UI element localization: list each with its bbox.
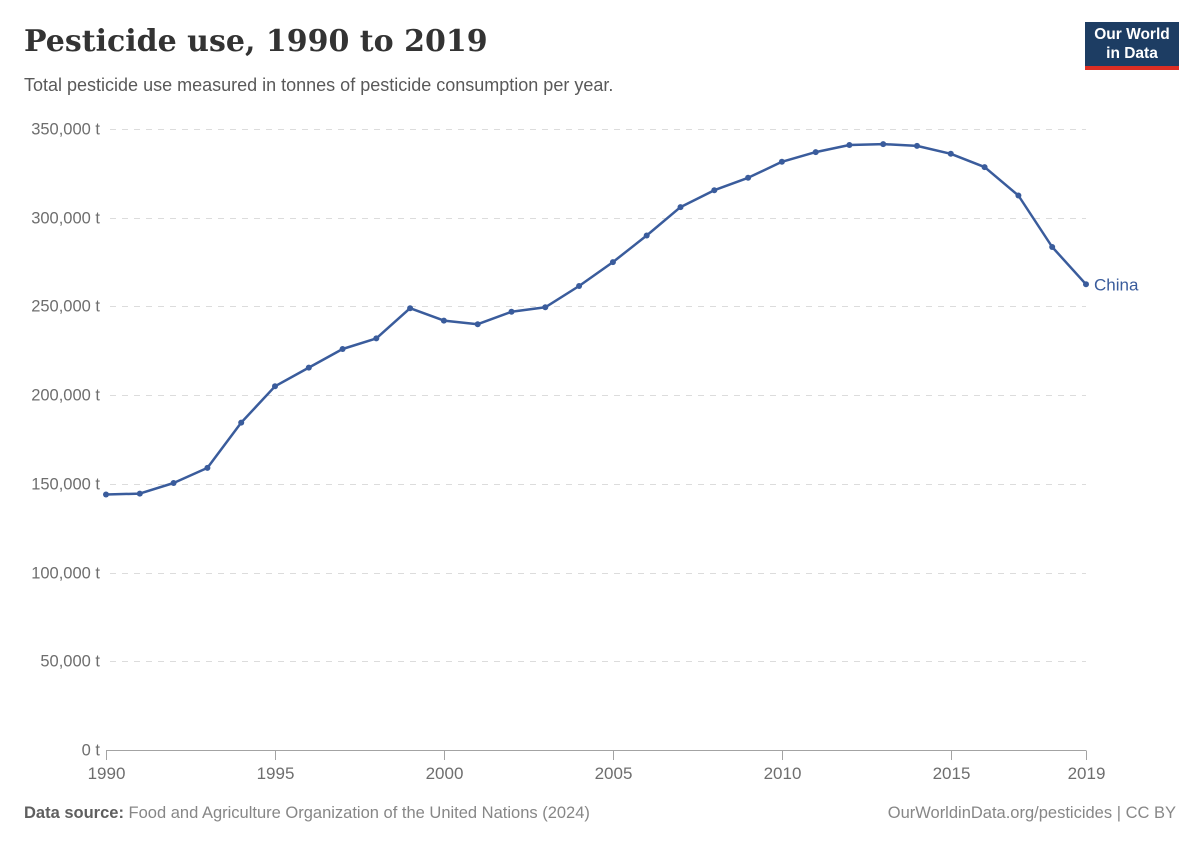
y-axis-tick-label: 250,000 t bbox=[31, 298, 100, 316]
data-point-marker[interactable] bbox=[1083, 281, 1089, 288]
y-axis-tick-label: 50,000 t bbox=[40, 653, 100, 671]
data-point-marker[interactable] bbox=[508, 308, 515, 315]
data-point-marker[interactable] bbox=[1049, 244, 1056, 250]
data-point-marker[interactable] bbox=[711, 187, 718, 194]
data-point-marker[interactable] bbox=[677, 204, 684, 211]
y-axis-tick-label: 0 t bbox=[82, 742, 101, 760]
data-point-marker[interactable] bbox=[339, 346, 346, 352]
data-point-marker[interactable] bbox=[440, 317, 447, 324]
line-series-china[interactable] bbox=[104, 142, 1088, 496]
data-point-marker[interactable] bbox=[745, 174, 752, 181]
chart-subtitle: Total pesticide use measured in tonnes o… bbox=[24, 75, 614, 95]
y-axis-tick-label: 350,000 t bbox=[31, 121, 100, 139]
x-axis-tick-label: 2015 bbox=[933, 764, 971, 783]
data-source-text: Food and Agriculture Organization of the… bbox=[128, 804, 590, 822]
data-point-marker[interactable] bbox=[136, 490, 143, 497]
x-axis-tick-label: 2000 bbox=[426, 764, 464, 783]
y-axis-tick-label: 150,000 t bbox=[31, 476, 100, 494]
data-point-marker[interactable] bbox=[305, 364, 312, 371]
data-point-marker[interactable] bbox=[474, 321, 481, 328]
data-point-marker[interactable] bbox=[576, 283, 583, 289]
data-point-marker[interactable] bbox=[643, 232, 650, 239]
data-point-marker[interactable] bbox=[204, 464, 211, 471]
data-point-marker[interactable] bbox=[170, 480, 177, 486]
data-point-marker[interactable] bbox=[609, 259, 616, 266]
x-axis-tick-label: 1990 bbox=[88, 764, 126, 783]
data-point-marker[interactable] bbox=[272, 383, 278, 390]
series-end-label-china[interactable]: China bbox=[1094, 275, 1139, 294]
data-point-marker[interactable] bbox=[778, 158, 785, 165]
data-point-marker[interactable] bbox=[373, 335, 380, 342]
data-point-marker[interactable] bbox=[542, 304, 549, 311]
x-axis-tick-label: 2010 bbox=[764, 764, 802, 783]
series-china[interactable]: China bbox=[103, 141, 1139, 498]
data-point-marker[interactable] bbox=[947, 150, 954, 157]
data-point-marker[interactable] bbox=[1015, 192, 1022, 199]
data-point-marker[interactable] bbox=[981, 164, 988, 171]
data-point-marker[interactable] bbox=[812, 149, 819, 156]
x-axis-tick-label: 2019 bbox=[1068, 764, 1106, 783]
data-source-note: Data source: Food and Agriculture Organi… bbox=[24, 804, 590, 823]
data-point-marker[interactable] bbox=[846, 142, 853, 148]
chart-footer: Data source: Food and Agriculture Organi… bbox=[24, 804, 1176, 823]
page-title: Pesticide use, 1990 to 2019 bbox=[24, 24, 488, 59]
logo-line-2: in Data bbox=[1106, 45, 1158, 62]
y-axis-tick-label: 300,000 t bbox=[31, 210, 100, 228]
y-axis-tick-label: 100,000 t bbox=[31, 565, 100, 583]
x-axis-tick-label: 2005 bbox=[595, 764, 633, 783]
data-point-marker[interactable] bbox=[407, 305, 414, 312]
data-point-marker[interactable] bbox=[238, 419, 245, 426]
data-point-marker[interactable] bbox=[103, 491, 109, 498]
logo-line-1: Our World bbox=[1094, 26, 1170, 43]
data-source-label: Data source: bbox=[24, 804, 124, 822]
data-point-marker[interactable] bbox=[880, 141, 887, 148]
y-axis-tick-label: 200,000 t bbox=[31, 387, 100, 405]
owid-logo: Our World in Data bbox=[1085, 22, 1179, 70]
attribution-note: OurWorldinData.org/pesticides | CC BY bbox=[887, 804, 1176, 822]
data-point-marker[interactable] bbox=[914, 142, 920, 149]
x-axis-tick-label: 1995 bbox=[257, 764, 295, 783]
